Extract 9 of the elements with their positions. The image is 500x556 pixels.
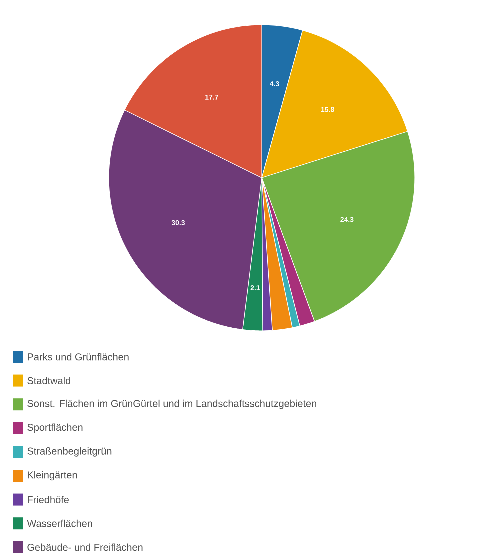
legend-label: Sportflächen bbox=[28, 424, 83, 434]
legend-label: Wasserflächen bbox=[27, 520, 92, 528]
legend-label: Kleingärten bbox=[28, 471, 78, 481]
legend-label: Gebäude- und Freiflächen bbox=[28, 544, 143, 552]
legend-label: Stadtwald bbox=[28, 377, 70, 384]
legend-label: Parks und Grünflächen bbox=[28, 353, 129, 361]
legend-label: Straßenbegleitgrün bbox=[28, 448, 112, 457]
legend-label: Sonst. Flächen im GrünGürtel und im Landschaftsschutzgebieten bbox=[28, 400, 316, 410]
legend-label: Friedhöfe bbox=[28, 496, 69, 504]
